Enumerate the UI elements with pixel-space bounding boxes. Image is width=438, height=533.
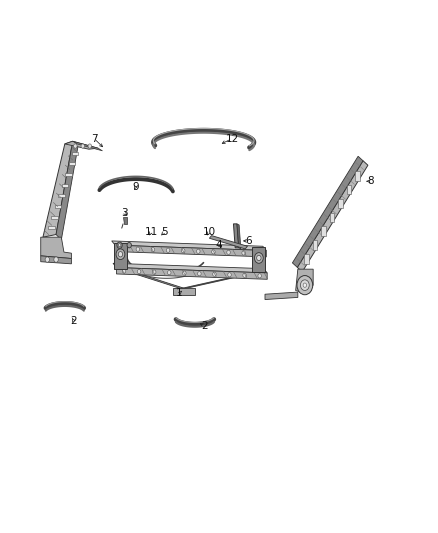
Text: 2: 2 (201, 321, 208, 331)
Circle shape (197, 249, 200, 253)
Polygon shape (65, 141, 98, 149)
Text: 7: 7 (91, 134, 98, 143)
Circle shape (118, 244, 121, 247)
Polygon shape (58, 194, 65, 197)
Polygon shape (41, 256, 71, 264)
Text: 1: 1 (176, 288, 183, 298)
Text: 9: 9 (132, 182, 139, 191)
Circle shape (117, 242, 122, 248)
Text: 10: 10 (203, 227, 216, 237)
Circle shape (243, 273, 246, 278)
Circle shape (138, 269, 141, 274)
Circle shape (167, 271, 171, 275)
Circle shape (54, 257, 58, 262)
Polygon shape (330, 213, 334, 222)
Circle shape (183, 271, 186, 276)
Polygon shape (347, 185, 351, 195)
Circle shape (122, 269, 126, 273)
Polygon shape (173, 288, 195, 295)
Text: 6: 6 (245, 236, 252, 246)
Circle shape (227, 251, 230, 255)
Polygon shape (252, 247, 265, 272)
Circle shape (152, 270, 156, 274)
Polygon shape (65, 173, 72, 176)
Polygon shape (304, 254, 308, 264)
Circle shape (213, 272, 216, 276)
Polygon shape (265, 292, 298, 300)
Polygon shape (52, 215, 58, 219)
Circle shape (151, 247, 155, 252)
Polygon shape (321, 227, 325, 236)
Circle shape (118, 252, 123, 257)
Polygon shape (56, 141, 78, 240)
Circle shape (136, 247, 140, 252)
Circle shape (212, 249, 215, 254)
Polygon shape (72, 151, 78, 155)
Polygon shape (293, 156, 363, 268)
Circle shape (166, 248, 170, 253)
Circle shape (254, 253, 263, 263)
Circle shape (297, 276, 313, 295)
Circle shape (45, 257, 49, 262)
Text: 2: 2 (70, 316, 77, 326)
Text: 12: 12 (226, 134, 239, 143)
Polygon shape (123, 217, 127, 224)
Circle shape (242, 251, 245, 255)
Circle shape (74, 144, 77, 148)
Text: 5: 5 (161, 227, 168, 237)
Circle shape (228, 273, 231, 277)
Circle shape (88, 144, 92, 148)
Circle shape (81, 144, 85, 148)
Circle shape (257, 255, 261, 261)
Polygon shape (209, 236, 247, 249)
Polygon shape (338, 199, 343, 208)
Polygon shape (117, 268, 267, 279)
Polygon shape (233, 224, 239, 248)
Polygon shape (237, 224, 241, 249)
Circle shape (257, 252, 261, 256)
Circle shape (116, 249, 125, 260)
Polygon shape (115, 245, 266, 257)
Text: 8: 8 (367, 176, 374, 186)
Polygon shape (182, 271, 265, 288)
Polygon shape (68, 162, 75, 165)
Polygon shape (112, 241, 266, 251)
Text: 11: 11 (145, 227, 158, 237)
Polygon shape (55, 205, 61, 208)
Polygon shape (73, 141, 102, 151)
Circle shape (181, 248, 185, 253)
Polygon shape (48, 226, 55, 229)
Polygon shape (297, 161, 368, 272)
Polygon shape (296, 269, 313, 293)
Polygon shape (313, 240, 317, 250)
Text: 3: 3 (121, 208, 128, 218)
Polygon shape (43, 141, 73, 237)
Polygon shape (41, 237, 71, 259)
Polygon shape (114, 243, 127, 269)
Circle shape (198, 271, 201, 276)
Polygon shape (113, 263, 267, 273)
Polygon shape (62, 183, 68, 187)
Circle shape (121, 246, 124, 251)
Polygon shape (122, 270, 184, 288)
Circle shape (258, 274, 261, 278)
Circle shape (303, 283, 307, 287)
Circle shape (300, 280, 309, 290)
Circle shape (127, 243, 131, 248)
Polygon shape (355, 171, 360, 181)
Text: 4: 4 (215, 240, 223, 250)
